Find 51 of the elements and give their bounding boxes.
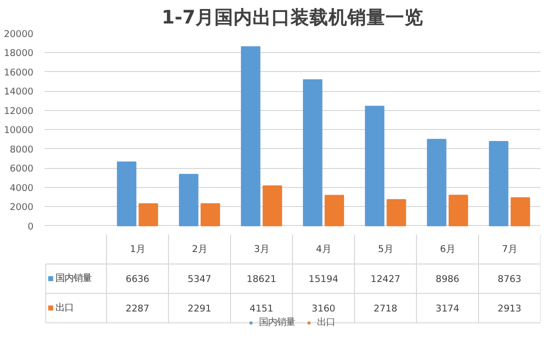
y-tick-label: 18000 [4, 48, 34, 60]
text: 出口 [56, 302, 74, 314]
y-tick-label: 10000 [4, 125, 34, 136]
data-label: 2291 [188, 304, 212, 314]
x-tick-label: 6月 [440, 244, 455, 255]
text: 国内销量 [259, 317, 295, 328]
y-tick-label: 16000 [4, 67, 34, 78]
bar [200, 203, 220, 226]
data-label: 12427 [370, 274, 400, 286]
bar [178, 174, 198, 226]
y-tick-label: 0 [28, 221, 34, 232]
y-tick-label: 14000 [4, 86, 34, 98]
bar [116, 161, 136, 226]
y-tick-label: 12000 [4, 106, 34, 117]
x-tick-label: 7月 [502, 244, 517, 255]
x-tick-label: 5月 [378, 244, 393, 255]
chart-title: 1-7月国内出口装载机销量一览 [162, 6, 424, 28]
bar [510, 197, 530, 226]
x-tick-label: 4月 [316, 244, 331, 255]
data-label: 6636 [126, 274, 150, 286]
y-tick-label: 2000 [10, 202, 34, 214]
x-tick-label: 2月 [192, 244, 207, 255]
bar [138, 203, 158, 226]
legend-label: 国内销量 [56, 273, 92, 284]
y-tick-label: 6000 [10, 164, 34, 175]
bar [302, 79, 322, 226]
data-label: 8763 [498, 274, 522, 286]
bar [240, 46, 260, 226]
bar [448, 194, 468, 226]
x-tick-label: 1月 [130, 244, 145, 255]
data-label: 2287 [126, 304, 150, 314]
y-tick-label: 8000 [10, 144, 34, 156]
y-tick-label: 20000 [4, 29, 34, 40]
bar [364, 106, 384, 226]
data-label: 4151 [250, 304, 274, 314]
bar [426, 138, 446, 226]
y-tick-label: 4000 [10, 182, 34, 194]
legend-label: 出口 [317, 316, 336, 329]
data-label: 2718 [374, 304, 398, 314]
data-label: 3160 [312, 304, 336, 314]
bar [324, 194, 344, 226]
bar [262, 185, 282, 226]
bar [488, 141, 508, 226]
data-label: 18621 [246, 274, 276, 286]
data-label: 15194 [308, 274, 338, 286]
bar [386, 199, 406, 226]
data-label: 3174 [436, 304, 460, 314]
data-label: 8986 [436, 274, 460, 286]
data-label: 5347 [188, 274, 212, 286]
data-label: 2913 [498, 304, 522, 314]
x-tick-label: 3月 [254, 244, 269, 255]
